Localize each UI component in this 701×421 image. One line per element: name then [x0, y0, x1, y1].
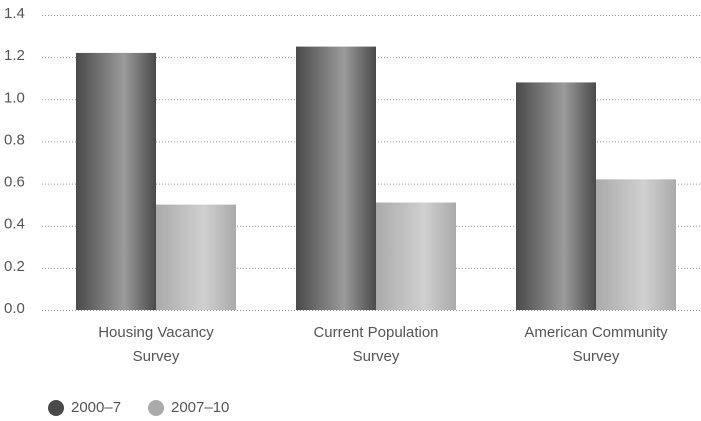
y-tick-label: 0.2	[4, 258, 25, 275]
y-tick-label: 0.6	[4, 174, 25, 191]
legend-swatch	[48, 400, 64, 416]
y-tick-label: 1.2	[4, 47, 25, 64]
bar	[76, 52, 156, 311]
y-tick-label: 1.0	[4, 89, 25, 106]
legend-label: 2000–7	[71, 399, 121, 416]
legend-swatch	[148, 400, 164, 416]
bar	[596, 179, 676, 310]
bar	[516, 82, 596, 310]
x-tick-label: Current Population Survey	[313, 324, 438, 365]
y-tick-label: 1.4	[4, 5, 25, 22]
x-tick-label: Housing Vacancy Survey	[98, 324, 214, 365]
bar	[156, 204, 236, 310]
y-tick-label: 0.4	[4, 216, 25, 233]
y-tick-label: 0.8	[4, 131, 25, 148]
bar	[376, 202, 456, 310]
bar	[296, 46, 376, 310]
legend-label: 2007–10	[171, 399, 229, 416]
x-tick-label: American Community Survey	[524, 324, 668, 365]
y-tick-label: 0.0	[4, 300, 25, 317]
